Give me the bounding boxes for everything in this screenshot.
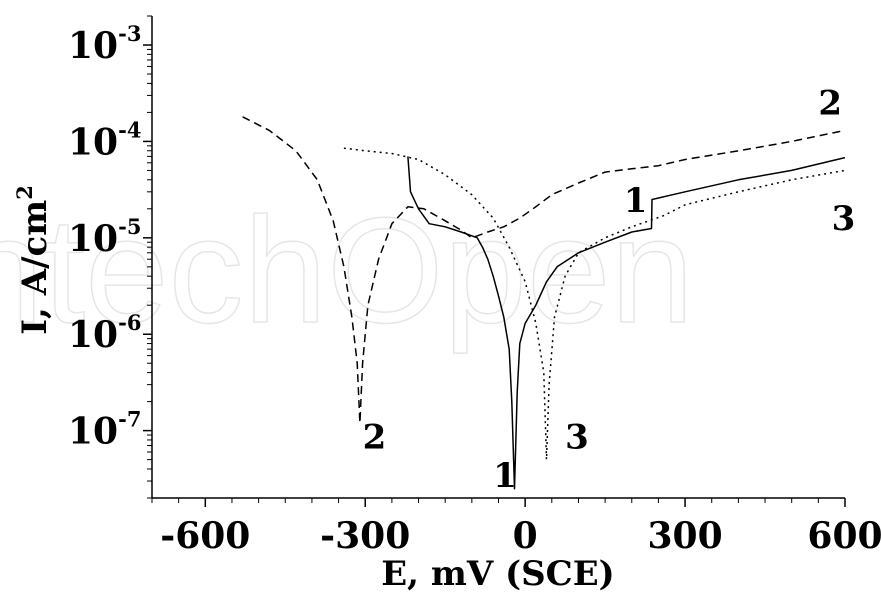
- y-tick-base: 10: [68, 411, 118, 453]
- y-tick-exponent: -7: [118, 407, 141, 432]
- y-axis-title-sup: 2: [12, 185, 37, 200]
- y-tick-base: 10: [68, 25, 118, 67]
- y-axis-title: I, A/cm2: [12, 185, 55, 335]
- x-tick-label: 600: [807, 515, 881, 557]
- y-tick-label: 10-5: [68, 214, 141, 260]
- series-3-line: [343, 147, 846, 461]
- curve-label-3: 3: [832, 199, 856, 239]
- x-tick-label: -600: [160, 515, 250, 557]
- y-tick-exponent: -3: [118, 21, 141, 46]
- y-tick-label: 10-6: [68, 310, 141, 356]
- x-tick-label: -300: [320, 515, 410, 557]
- y-tick-label: 10-3: [68, 21, 141, 67]
- y-tick-base: 10: [68, 218, 118, 260]
- curve-label-2: 2: [363, 418, 387, 458]
- y-tick-base: 10: [68, 121, 118, 163]
- curve-label-1: 1: [493, 456, 517, 496]
- y-tick-label: 10-4: [68, 117, 141, 163]
- x-tick-label: 0: [513, 515, 538, 557]
- x-tick-label: 300: [647, 515, 722, 557]
- y-tick-exponent: -5: [118, 214, 141, 239]
- y-tick-base: 10: [68, 314, 118, 356]
- y-tick-exponent: -4: [118, 117, 141, 142]
- y-axis-title-main: I, A/cm: [15, 200, 55, 335]
- curves-layer: [242, 116, 846, 490]
- curve-labels-layer: 1 1 2 2 3 3: [363, 84, 856, 496]
- watermark-text: ntechOpen: [0, 186, 694, 354]
- y-tick-label: 10-7: [68, 407, 141, 453]
- curve-label-3: 3: [565, 418, 589, 458]
- curve-label-1: 1: [624, 181, 648, 221]
- y-tick-exponent: -6: [118, 310, 141, 335]
- curve-label-2: 2: [818, 84, 842, 124]
- x-axis-title: E, mV (SCE): [381, 554, 614, 594]
- series-1-line: [407, 156, 846, 490]
- series-2-line: [242, 116, 846, 424]
